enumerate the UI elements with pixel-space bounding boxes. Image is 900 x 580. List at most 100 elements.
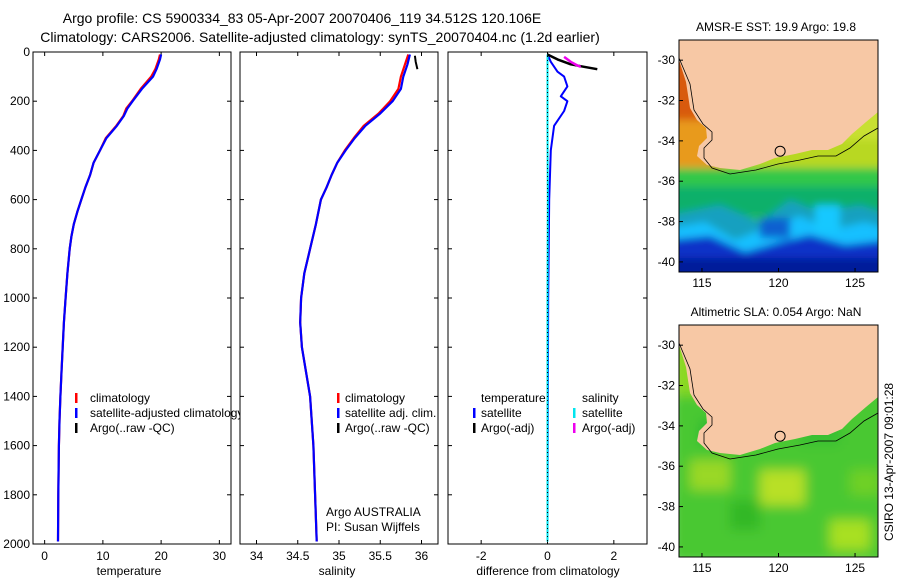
legend-label-climatology: climatology [345,391,405,405]
difference-series [546,52,598,544]
salinity-axes-frame [239,51,439,545]
lat-tick-label: -38 [658,500,676,514]
x-tick-label: 36 [415,549,429,563]
temperature-panel: 0 10 20 30 0 200 400 600 800 1000 1200 1400 1600 1800… [3,45,243,578]
y-tick-label: 1800 [3,488,30,502]
lat-tick-label: -30 [658,338,676,352]
x-tick-label: 20 [154,549,168,563]
legend-heading-temperature: temperature [481,391,546,405]
temperature-legend: climatology satellite-adjusted climatolo… [75,391,243,435]
sst-argo-marker [774,145,786,157]
lat-tick-label: -32 [658,379,676,393]
x-tick-label: 0 [41,549,48,563]
y-tick-label: 400 [10,143,30,157]
x-tick-label: 2 [610,549,617,563]
shelf-contour [679,57,878,175]
x-tick-label: 35 [332,549,346,563]
pi-annotation: PI: Susan Wijffels [326,520,420,534]
series-line-satellite-adj-clim [299,54,411,542]
difference-ticks: -2 0 2 [448,51,647,563]
x-tick-label: 34 [250,549,264,563]
sla-map-ticks: 115 120 125 -30 -32 -34 -36 -38 -40 [658,338,866,575]
sla-map-panel: Altimetric SLA: 0.054 Argo: NaN 115 120 12… [658,305,879,575]
series-line-argo-adj-salinity [563,55,582,68]
difference-panel: -2 0 2 difference from climatology tempera… [447,51,648,578]
x-tick-label: 34.5 [286,549,310,563]
lat-tick-label: -36 [658,174,676,188]
difference-xlabel: difference from climatology [476,564,619,578]
y-tick-label: 600 [10,193,30,207]
figure-title-line1: Argo profile: CS 5900334_83 05-Apr-2007 … [63,10,541,26]
x-tick-label: 35.5 [369,549,393,563]
temperature-ticks: 0 10 20 30 0 200 400 600 800 1000 1200 1400 1600 1800… [3,45,231,563]
legend-heading-salinity: salinity [582,391,619,405]
lon-tick-label: 115 [692,276,711,290]
legend-swatch-satellite [75,408,78,418]
series-line-satellite-adjusted-climatology [56,54,163,542]
legend-label-satellite: satellite adj. clim. [345,406,436,420]
lat-tick-label: -34 [658,134,676,148]
legend-swatch-climatology [337,393,340,403]
land-mass [679,325,878,455]
temperature-axes-frame [32,51,232,545]
legend-label-temp-argo: Argo(-adj) [481,421,534,435]
sst-map-title: AMSR-E SST: 19.9 Argo: 19.8 [696,20,856,34]
legend-label-argo: Argo(..raw -QC) [90,421,175,435]
y-tick-label: 1200 [3,340,30,354]
sst-map-ticks: 115 120 125 -30 -32 -34 -36 -38 -40 [658,53,866,290]
argo-position-circle [774,145,786,157]
land-mass [679,40,878,170]
series-line-argo-raw-qc [413,55,419,70]
lon-tick-label: 120 [768,276,788,290]
legend-swatch-temp-satellite [473,408,476,418]
lat-tick-label: -32 [658,94,676,108]
legend-swatch-argo [337,423,340,433]
x-tick-label: -2 [476,549,487,563]
lat-tick-label: -34 [658,419,676,433]
y-tick-label: 0 [23,45,30,59]
lat-tick-label: -36 [658,459,676,473]
lat-tick-label: -38 [658,215,676,229]
y-tick-label: 1000 [3,291,30,305]
y-tick-label: 800 [10,242,30,256]
legend-label-satellite: satellite-adjusted climatology [90,406,243,420]
legend-label-sal-argo: Argo(-adj) [582,421,635,435]
lat-tick-label: -40 [658,255,676,269]
sla-argo-marker [774,430,786,442]
lon-tick-label: 125 [845,561,865,575]
csiro-timestamp: CSIRO 13-Apr-2007 09:01:28 [882,383,896,541]
series-line-argo-adj-temperature [546,53,598,71]
y-tick-label: 200 [10,94,30,108]
legend-swatch-satellite [337,408,340,418]
lat-tick-label: -40 [658,540,676,554]
legend-swatch-temp-argo [473,423,476,433]
x-tick-label: 10 [96,549,110,563]
lat-tick-label: -30 [658,53,676,67]
lon-tick-label: 120 [768,561,788,575]
salinity-series [299,54,419,542]
x-tick-label: 0 [544,549,551,563]
salinity-panel: 34 34.5 35 35.5 36 salinity climatology sate… [239,51,439,578]
lon-tick-label: 125 [845,276,865,290]
legend-swatch-climatology [75,393,78,403]
legend-label-argo: Argo(..raw -QC) [345,421,430,435]
salinity-ticks: 34 34.5 35 35.5 36 [240,51,438,563]
legend-swatch-sal-satellite [573,408,576,418]
argo-position-circle [774,430,786,442]
legend-swatch-sal-argo [573,423,576,433]
legend-label-climatology: climatology [90,391,150,405]
legend-swatch-argo [75,423,78,433]
y-tick-label: 1600 [3,439,30,453]
operator-annotation: Argo AUSTRALIA [326,505,421,519]
legend-label-sal-satellite: satellite [582,406,623,420]
lon-tick-label: 115 [692,561,711,575]
salinity-xlabel: salinity [319,564,356,578]
legend-label-temp-satellite: satellite [481,406,522,420]
sla-map-title: Altimetric SLA: 0.054 Argo: NaN [691,305,862,319]
salinity-legend: climatology satellite adj. clim. Argo(..… [337,391,436,435]
difference-legend: temperature satellite Argo(-adj) salinit… [473,391,635,435]
y-tick-label: 2000 [3,537,30,551]
temperature-series [56,54,163,542]
figure-title-line2: Climatology: CARS2006. Satellite-adjuste… [40,29,600,45]
